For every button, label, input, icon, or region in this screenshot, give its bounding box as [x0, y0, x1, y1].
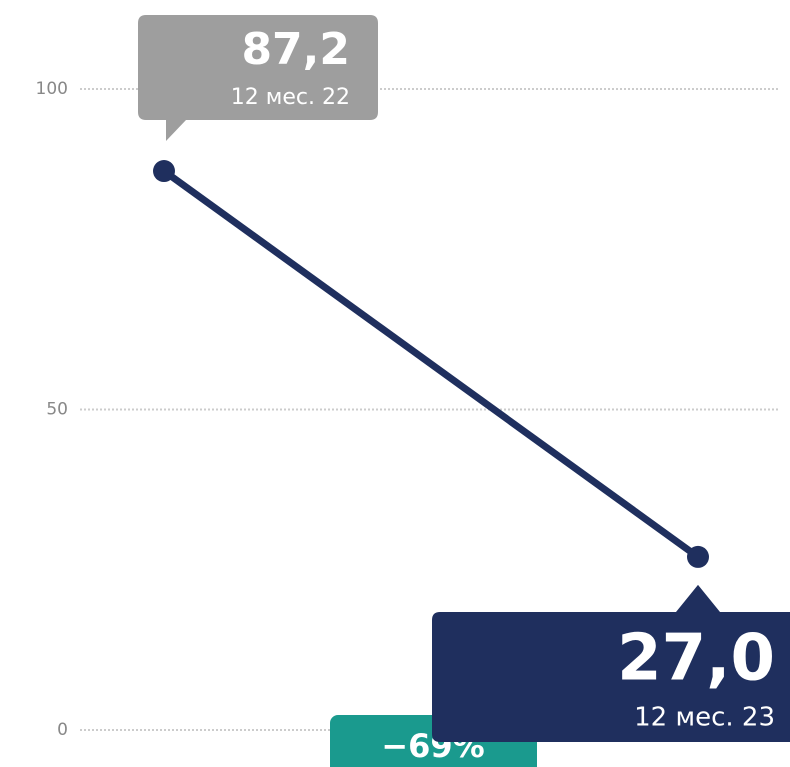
- category-label: 12 мес. 23: [634, 703, 775, 733]
- point: [687, 545, 709, 568]
- value-label: 87,2: [241, 24, 350, 75]
- y-tick-label: 50: [46, 400, 68, 420]
- category-label: 12 мес. 22: [231, 85, 350, 110]
- value-label: 27,0: [617, 622, 775, 696]
- point: [153, 160, 175, 183]
- y-tick-label: 0: [57, 720, 68, 740]
- tooltip-box: [138, 15, 378, 142]
- y-tick-label: 100: [36, 79, 68, 99]
- line: [161, 168, 701, 560]
- tooltip-box: [432, 584, 790, 742]
